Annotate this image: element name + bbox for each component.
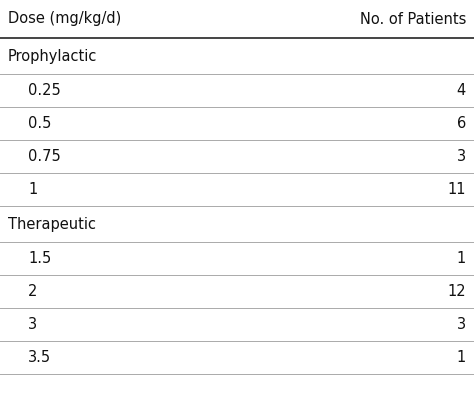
Text: 1: 1 (28, 182, 37, 197)
Text: 6: 6 (457, 116, 466, 131)
Text: 3: 3 (457, 317, 466, 332)
Text: 11: 11 (447, 182, 466, 197)
Text: 3.5: 3.5 (28, 350, 51, 365)
Text: 4: 4 (457, 83, 466, 98)
Text: Prophylactic: Prophylactic (8, 48, 97, 63)
Text: 12: 12 (447, 284, 466, 299)
Text: No. of Patients: No. of Patients (360, 11, 466, 27)
Text: 0.5: 0.5 (28, 116, 51, 131)
Text: 0.75: 0.75 (28, 149, 61, 164)
Text: Therapeutic: Therapeutic (8, 217, 96, 232)
Text: Dose (mg/kg/d): Dose (mg/kg/d) (8, 11, 121, 27)
Text: 1: 1 (457, 350, 466, 365)
Text: 1: 1 (457, 251, 466, 266)
Text: 2: 2 (28, 284, 37, 299)
Text: 0.25: 0.25 (28, 83, 61, 98)
Text: 1.5: 1.5 (28, 251, 51, 266)
Text: 3: 3 (28, 317, 37, 332)
Text: 3: 3 (457, 149, 466, 164)
